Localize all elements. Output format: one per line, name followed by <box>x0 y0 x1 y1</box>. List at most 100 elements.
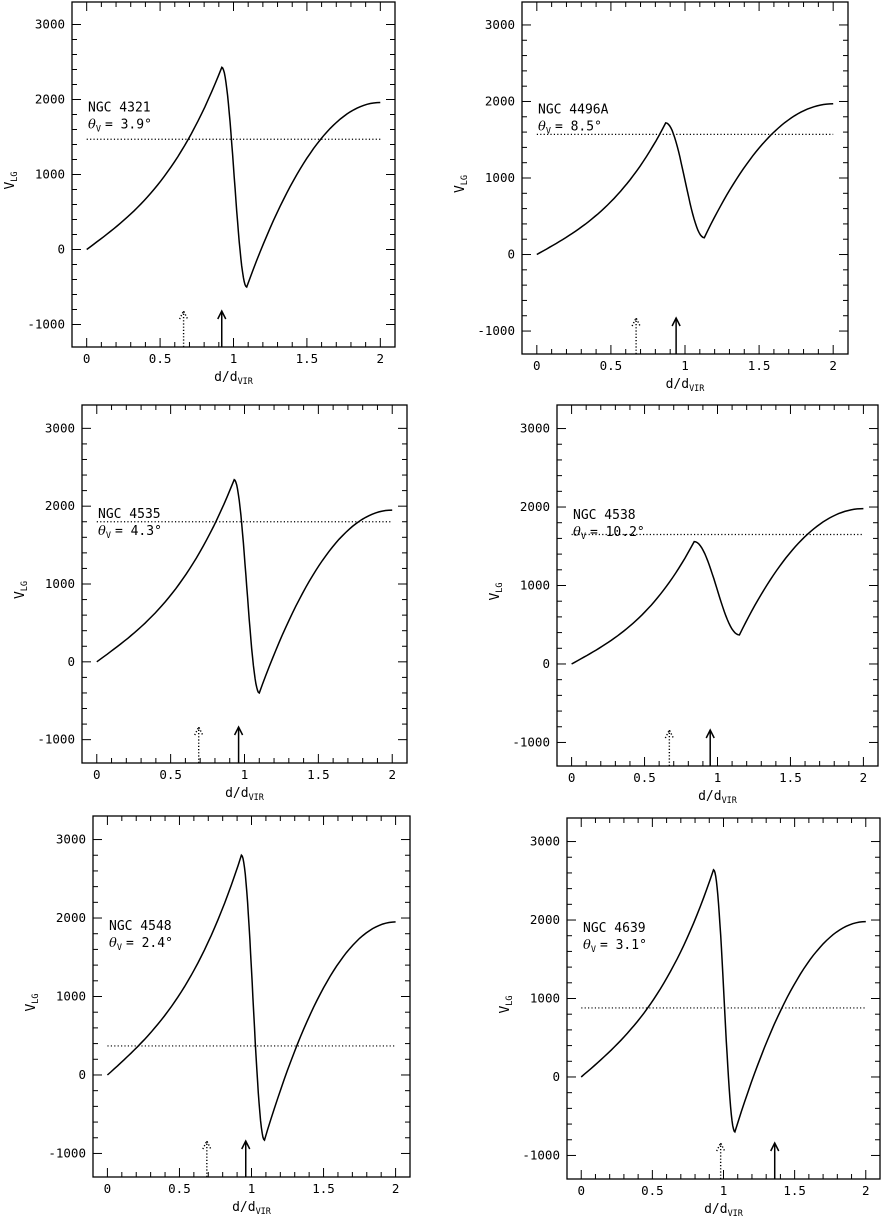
x-tick-label: 1.5 <box>783 1183 806 1198</box>
y-tick-label: -1000 <box>477 323 515 338</box>
x-tick-label: 1 <box>230 351 238 366</box>
x-tick-label: 1.5 <box>312 1181 335 1196</box>
solid-arrow <box>233 725 244 763</box>
y-tick-label: -1000 <box>37 732 75 747</box>
y-tick-label: 0 <box>67 654 75 669</box>
theta-label: θV = 10.2° <box>573 525 645 542</box>
x-tick-label: 0.5 <box>600 358 623 373</box>
x-axis-title: d/dVIR <box>698 789 738 806</box>
x-tick-label: 0.5 <box>633 770 656 785</box>
panel-2: -1000 0 1000 2000 3000 0 0.5 1 1.5 2 d/dVIR VLG NGC … <box>453 1 849 394</box>
x-tick-label: 1 <box>681 358 689 373</box>
y-tick-label: 2000 <box>45 498 75 513</box>
x-axis-title: d/dVIR <box>214 370 254 387</box>
x-tick-label: 0.5 <box>168 1181 191 1196</box>
y-tick-label: 3000 <box>485 17 515 32</box>
plot-frame <box>556 404 879 767</box>
y-tick-label: 0 <box>78 1067 86 1082</box>
y-tick-label: -1000 <box>27 317 65 332</box>
velocity-curve <box>106 853 396 1142</box>
solid-arrow <box>705 728 715 766</box>
y-tick-label: 1000 <box>56 989 86 1004</box>
velocity-curve <box>571 507 864 665</box>
y-tick-label: 1000 <box>485 170 515 185</box>
x-tick-label: 1.5 <box>748 358 771 373</box>
galaxy-name: NGC 4538 <box>573 508 636 523</box>
x-tick-label: 2 <box>860 770 868 785</box>
theta-label: θV = 3.1° <box>583 938 647 955</box>
y-tick-label: 1000 <box>35 167 65 182</box>
panel-6: -1000 0 1000 2000 3000 0 0.5 1 1.5 2 d/dVIR VLG NGC … <box>498 817 881 1218</box>
y-axis-title: VLG <box>488 582 505 600</box>
y-axis-title: VLG <box>3 171 20 189</box>
velocity-curve <box>86 66 381 289</box>
x-tick-label: 1 <box>241 767 249 782</box>
y-tick-label: 2000 <box>530 912 560 927</box>
x-tick-label: 1.5 <box>296 351 319 366</box>
galaxy-name: NGC 4548 <box>109 919 172 934</box>
x-tick-label: 2 <box>388 767 396 782</box>
theta-label: θV = 8.5° <box>538 119 602 136</box>
x-tick-label: 1 <box>248 1181 256 1196</box>
y-tick-label: 3000 <box>35 17 65 32</box>
y-axis-title: VLG <box>453 175 470 193</box>
x-axis-title: d/dVIR <box>225 786 265 803</box>
y-tick-label: 0 <box>542 656 550 671</box>
dotted-arrow <box>194 725 204 763</box>
plot-frame <box>92 815 411 1178</box>
velocity-curve <box>96 478 393 695</box>
galaxy-name: NGC 4535 <box>98 507 161 522</box>
velocity-curve <box>580 868 866 1134</box>
y-tick-label: 1000 <box>530 991 560 1006</box>
x-axis-title: d/dVIR <box>232 1200 272 1217</box>
y-tick-label: 2000 <box>485 93 515 108</box>
solid-arrow <box>241 1139 251 1177</box>
x-tick-label: 1.5 <box>307 767 330 782</box>
x-tick-label: 1 <box>714 770 722 785</box>
y-tick-label: 2000 <box>56 910 86 925</box>
x-tick-label: 0.5 <box>149 351 172 366</box>
galaxy-name: NGC 4639 <box>583 921 646 936</box>
y-axis-title: VLG <box>498 995 515 1013</box>
y-axis-title: VLG <box>24 993 41 1011</box>
x-axis-title: d/dVIR <box>704 1202 744 1218</box>
panel-4: -1000 0 1000 2000 3000 0 0.5 1 1.5 2 d/dVIR VLG NGC … <box>488 404 879 806</box>
theta-label: θV = 4.3° <box>98 524 162 541</box>
x-tick-label: 0 <box>568 770 576 785</box>
x-tick-label: 0 <box>104 1181 112 1196</box>
y-tick-label: 1000 <box>520 578 550 593</box>
y-tick-label: 2000 <box>35 92 65 107</box>
x-tick-label: 2 <box>392 1181 400 1196</box>
dotted-arrow <box>631 316 641 354</box>
y-tick-label: 1000 <box>45 576 75 591</box>
y-tick-label: 3000 <box>45 420 75 435</box>
panel-1: -1000 0 1000 2000 3000 0 0.5 1 1.5 2 d/dVIR VLG NGC … <box>3 1 396 387</box>
y-tick-label: 3000 <box>520 421 550 436</box>
y-tick-label: 3000 <box>530 834 560 849</box>
galaxy-name: NGC 4496A <box>538 102 609 117</box>
x-tick-label: 0.5 <box>641 1183 664 1198</box>
dotted-arrow <box>202 1139 212 1177</box>
solid-arrow <box>770 1141 780 1179</box>
y-axis-title: VLG <box>13 581 30 599</box>
y-tick-label: 0 <box>552 1069 560 1084</box>
velocity-curve <box>536 103 834 256</box>
y-tick-label: -1000 <box>512 734 550 749</box>
solid-arrow <box>217 309 227 347</box>
y-tick-label: -1000 <box>522 1147 560 1162</box>
dotted-arrow <box>664 728 674 766</box>
dotted-arrow <box>178 309 189 347</box>
x-tick-label: 1 <box>720 1183 728 1198</box>
x-tick-label: 1.5 <box>779 770 802 785</box>
theta-label: θV = 2.4° <box>109 936 173 953</box>
x-tick-label: 0.5 <box>159 767 182 782</box>
x-tick-label: 0 <box>83 351 91 366</box>
y-tick-label: -1000 <box>48 1145 86 1160</box>
x-tick-label: 0 <box>577 1183 585 1198</box>
panel-5: -1000 0 1000 2000 3000 0 0.5 1 1.5 2 d/dVIR VLG NGC … <box>24 815 411 1217</box>
solid-arrow <box>671 316 681 354</box>
galaxy-name: NGC 4321 <box>88 100 151 115</box>
x-tick-label: 2 <box>829 358 837 373</box>
dotted-arrow <box>716 1141 726 1179</box>
